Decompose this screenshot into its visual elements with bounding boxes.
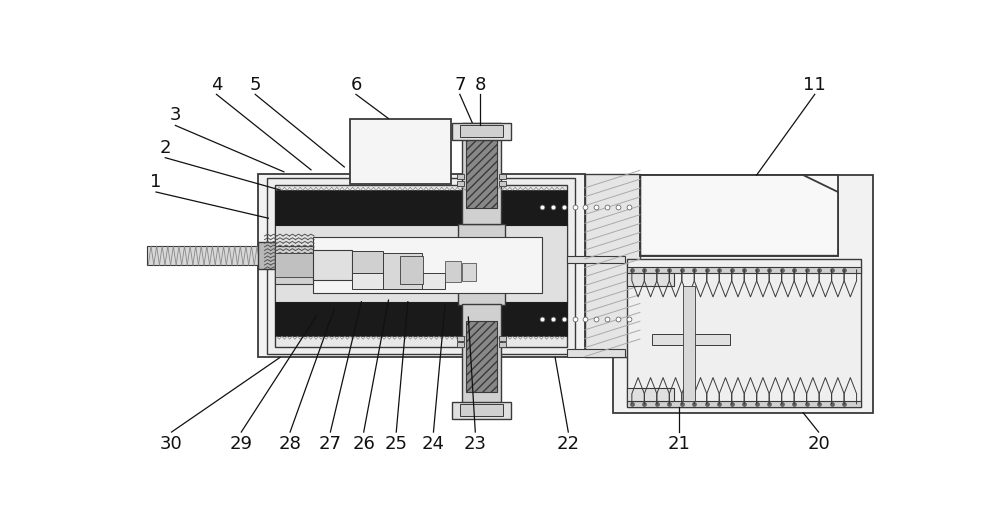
Bar [458,224,505,259]
Bar [466,137,497,208]
Bar [457,343,464,347]
Text: 23: 23 [464,435,487,453]
Text: 25: 25 [385,435,408,453]
Text: 28: 28 [279,435,302,453]
Bar [258,174,585,357]
Text: 20: 20 [807,435,830,453]
Bar [499,336,506,341]
Text: 26: 26 [352,435,375,453]
Bar [350,118,450,184]
Bar [466,321,497,392]
Bar [462,304,501,407]
Bar [458,259,505,305]
Bar [452,402,511,419]
Bar [462,123,501,224]
Bar [567,349,625,357]
Text: 6: 6 [350,76,362,94]
Text: 11: 11 [803,76,826,94]
Text: 4: 4 [211,76,222,94]
Text: 30: 30 [160,435,183,453]
Bar [499,181,506,186]
Text: 3: 3 [170,106,181,124]
Bar [258,243,275,269]
Bar [460,404,503,417]
Bar [275,246,313,284]
Bar [147,246,261,265]
Bar [585,174,640,357]
Text: 1: 1 [150,173,162,191]
Bar [640,175,838,256]
Bar [457,336,464,341]
Bar [457,181,464,186]
Bar [313,237,542,293]
Bar [627,401,861,407]
Text: 22: 22 [557,435,580,453]
Bar [627,272,674,286]
Polygon shape [640,175,838,256]
Bar [462,263,476,281]
Bar [652,334,730,345]
Bar [275,225,567,302]
Bar [275,190,567,225]
Bar [352,252,383,279]
Bar [352,274,445,289]
Text: 5: 5 [249,76,261,94]
Text: 7: 7 [454,76,466,94]
Bar [267,178,575,354]
Bar [452,123,511,139]
Bar [567,256,625,264]
Text: 21: 21 [668,435,691,453]
Bar [460,125,503,137]
Bar [383,253,422,289]
Text: 8: 8 [474,76,486,94]
Bar [275,185,567,347]
Bar [275,302,567,336]
Bar [627,388,674,401]
Bar [499,174,506,179]
Bar [275,253,313,277]
Bar [627,259,861,407]
Bar [400,256,423,284]
Text: 29: 29 [230,435,253,453]
Bar [499,343,506,347]
Bar [627,267,861,272]
Text: 2: 2 [160,139,171,157]
Bar [457,174,464,179]
Bar [683,286,695,401]
Bar [313,250,352,280]
Bar [445,261,461,281]
Bar [613,174,873,413]
Text: 27: 27 [319,435,342,453]
Text: 24: 24 [422,435,445,453]
